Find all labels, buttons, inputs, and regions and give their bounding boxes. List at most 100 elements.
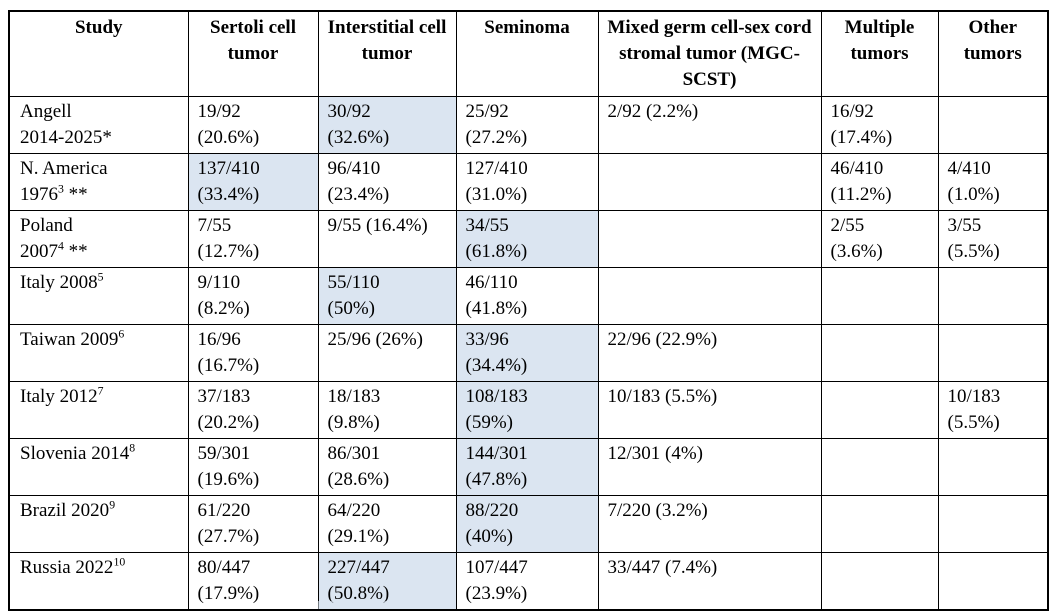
- data-cell: 86/301 (28.6%): [317, 438, 457, 496]
- cell-value-line: 7/55: [197, 215, 232, 236]
- data-cell: 88/220 (40%): [455, 495, 599, 553]
- highlight-overflow-artifact: [318, 601, 454, 609]
- data-cell: [937, 552, 1049, 611]
- data-cell: 10/183 (5.5%): [937, 381, 1049, 439]
- cell-value-line: 16/96: [197, 329, 241, 350]
- data-cell: 59/301 (19.6%): [187, 438, 319, 496]
- cell-value-line: (50.8%): [327, 583, 390, 604]
- cell-value-line: 2/92 (2.2%): [607, 101, 699, 122]
- cell-value-line: (9.8%): [327, 412, 380, 433]
- study-cell: Angell 2014-2025*: [8, 96, 189, 154]
- study-line: 19763 **: [20, 182, 88, 205]
- cell-value-line: (19.6%): [197, 469, 260, 490]
- study-line: 2014-2025*: [20, 127, 112, 148]
- cell-value-line: 33/96: [465, 329, 509, 350]
- cell-value-line: 25/96 (26%): [327, 329, 424, 350]
- header-row: Study Sertoli cell tumor Interstitial cell…: [8, 10, 1049, 97]
- cell-value-line: 80/447: [197, 557, 251, 578]
- study-line: Russia 202210: [20, 555, 126, 578]
- data-cell: 2/92 (2.2%): [597, 96, 822, 154]
- data-cell: [820, 267, 939, 325]
- study-cell: Poland 20074 **: [8, 210, 189, 268]
- column-header: Sertoli cell tumor: [187, 10, 319, 97]
- footnote-superscript: 8: [129, 441, 136, 455]
- cell-value-line: 9/55 (16.4%): [327, 215, 428, 236]
- study-line: Poland: [20, 215, 73, 236]
- cell-value-line: (31.0%): [465, 184, 528, 205]
- data-cell: 9/55 (16.4%): [317, 210, 457, 268]
- cell-value-line: (16.7%): [197, 355, 260, 376]
- footnote-superscript: 7: [97, 384, 104, 398]
- cell-value-line: (23.9%): [465, 583, 528, 604]
- data-cell: 37/183 (20.2%): [187, 381, 319, 439]
- cell-value-line: (27.2%): [465, 127, 528, 148]
- data-cell: [937, 267, 1049, 325]
- data-cell: 16/96 (16.7%): [187, 324, 319, 382]
- cell-value-line: (1.0%): [947, 184, 1000, 205]
- data-cell: 96/410 (23.4%): [317, 153, 457, 211]
- data-cell: 55/110 (50%): [317, 267, 457, 325]
- cell-value-line: (34.4%): [465, 355, 528, 376]
- cell-value-line: 10/183: [947, 386, 1001, 407]
- data-cell: [820, 438, 939, 496]
- cell-value-line: (17.4%): [830, 127, 893, 148]
- cell-value-line: 12/301 (4%): [607, 443, 704, 464]
- table-row: Slovenia 20148 59/301 (19.6%) 86/301 (28.6%)…: [8, 438, 1049, 496]
- cell-value-line: 144/301: [465, 443, 528, 464]
- cell-value-line: (5.5%): [947, 241, 1000, 262]
- cell-value-line: (23.4%): [327, 184, 390, 205]
- cell-value-line: 127/410: [465, 158, 528, 179]
- data-cell: 64/220 (29.1%): [317, 495, 457, 553]
- cell-value-line: (32.6%): [327, 127, 390, 148]
- table-row: Italy 20127 37/183 (20.2%) 18/183 (9.8%) 108/…: [8, 381, 1049, 439]
- cell-value-line: (28.6%): [327, 469, 390, 490]
- cell-value-line: 9/110: [197, 272, 241, 293]
- cell-value-line: 64/220: [327, 500, 381, 521]
- data-cell: 46/410 (11.2%): [820, 153, 939, 211]
- cell-value-line: (47.8%): [465, 469, 528, 490]
- cell-value-line: 30/92: [327, 101, 371, 122]
- cell-value-line: 96/410: [327, 158, 381, 179]
- cell-value-line: (41.8%): [465, 298, 528, 319]
- study-comparison-table-container: Study Sertoli cell tumor Interstitial cell…: [8, 10, 1049, 611]
- data-cell: 33/96 (34.4%): [455, 324, 599, 382]
- cell-value-line: 19/92: [197, 101, 241, 122]
- data-cell: 137/410 (33.4%): [187, 153, 319, 211]
- cell-value-line: (40%): [465, 526, 513, 547]
- study-cell: Italy 20127: [8, 381, 189, 439]
- data-cell: 107/447 (23.9%): [455, 552, 599, 611]
- data-cell: 12/301 (4%): [597, 438, 822, 496]
- table-row: Angell 2014-2025* 19/92 (20.6%) 30/92 (32.6%)…: [8, 96, 1049, 154]
- cell-value-line: 46/110: [465, 272, 518, 293]
- data-cell: [937, 438, 1049, 496]
- footnote-superscript: 3: [58, 182, 64, 196]
- data-cell: [820, 324, 939, 382]
- data-cell: 3/55 (5.5%): [937, 210, 1049, 268]
- cell-value-line: 46/410: [830, 158, 884, 179]
- data-cell: 2/55 (3.6%): [820, 210, 939, 268]
- data-cell: 22/96 (22.9%): [597, 324, 822, 382]
- table-row: Poland 20074 ** 7/55 (12.7%) 9/55 (16.4%) 34/…: [8, 210, 1049, 268]
- column-header: Other tumors: [937, 10, 1049, 97]
- column-header: Interstitial cell tumor: [317, 10, 457, 97]
- data-cell: [597, 267, 822, 325]
- data-cell: 144/301 (47.8%): [455, 438, 599, 496]
- data-cell: 25/96 (26%): [317, 324, 457, 382]
- table-row: Taiwan 20096 16/96 (16.7%) 25/96 (26%) 33/96…: [8, 324, 1049, 382]
- study-cell: Brazil 20209: [8, 495, 189, 553]
- footnote-superscript: 4: [58, 239, 64, 253]
- cell-value-line: 16/92: [830, 101, 874, 122]
- cell-value-line: (17.9%): [197, 583, 260, 604]
- study-line: Taiwan 20096: [20, 327, 125, 350]
- study-line: Italy 20085: [20, 270, 104, 293]
- cell-value-line: 2/55: [830, 215, 865, 236]
- study-cell: Italy 20085: [8, 267, 189, 325]
- cell-value-line: 10/183 (5.5%): [607, 386, 718, 407]
- data-cell: 19/92 (20.6%): [187, 96, 319, 154]
- cell-value-line: 108/183: [465, 386, 528, 407]
- study-comparison-table: Study Sertoli cell tumor Interstitial cell…: [8, 10, 1049, 611]
- study-cell: Slovenia 20148: [8, 438, 189, 496]
- cell-value-line: 86/301: [327, 443, 381, 464]
- data-cell: 18/183 (9.8%): [317, 381, 457, 439]
- cell-value-line: 37/183: [197, 386, 251, 407]
